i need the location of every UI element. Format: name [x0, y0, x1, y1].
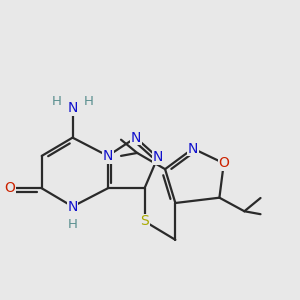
Text: H: H — [52, 95, 61, 108]
Text: N: N — [68, 200, 78, 214]
Text: S: S — [140, 214, 149, 228]
Text: H: H — [84, 95, 94, 108]
Text: O: O — [4, 181, 15, 195]
Text: N: N — [152, 150, 163, 164]
Text: N: N — [68, 101, 78, 115]
Text: H: H — [68, 218, 77, 231]
Text: N: N — [130, 130, 141, 145]
Text: N: N — [188, 142, 198, 155]
Text: O: O — [218, 156, 229, 170]
Text: N: N — [103, 149, 113, 163]
